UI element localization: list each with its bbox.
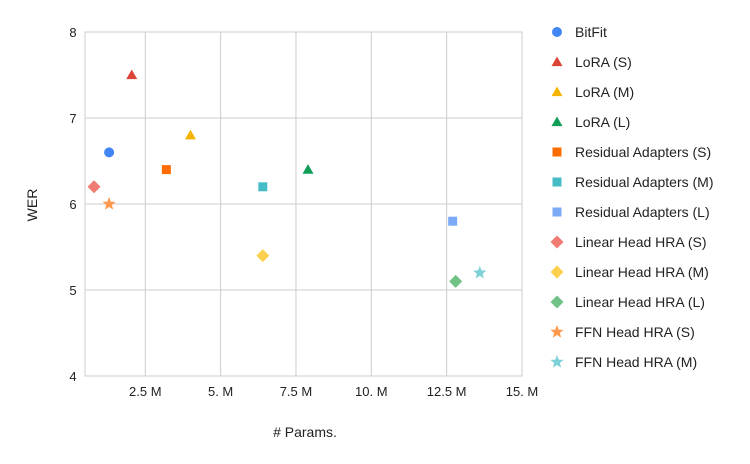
legend-marker-triangle	[551, 116, 563, 127]
legend-label: Linear Head HRA (M)	[575, 264, 709, 280]
legend-label: FFN Head HRA (M)	[575, 354, 697, 370]
legend-marker-square	[552, 147, 562, 157]
x-axis-ticks: 2.5 M 5. M 7.5 M 10. M 12.5 M 15. M	[129, 384, 538, 399]
legend-label: Residual Adapters (L)	[575, 204, 710, 220]
x-tick-label: 2.5 M	[129, 384, 162, 399]
legend-marker-diamond	[550, 265, 564, 279]
legend-marker-square	[552, 207, 562, 217]
data-point-square	[161, 165, 171, 175]
legend-marker-diamond	[550, 235, 564, 249]
data-point-star	[102, 197, 116, 210]
legend-label: LoRA (L)	[575, 114, 630, 130]
legend-label: BitFit	[575, 24, 607, 40]
legend-label: FFN Head HRA (S)	[575, 324, 695, 340]
data-point-triangle	[184, 129, 196, 140]
y-tick-label: 7	[69, 111, 76, 126]
legend-marker-diamond	[550, 295, 564, 309]
data-point-square	[258, 182, 268, 192]
data-point-star	[473, 265, 487, 279]
legend-marker-star	[550, 355, 564, 368]
legend-marker-circle	[552, 27, 562, 37]
legend-label: Linear Head HRA (L)	[575, 294, 705, 310]
legend-marker-star	[550, 325, 564, 338]
x-tick-label: 7.5 M	[280, 384, 313, 399]
legend-label: LoRA (S)	[575, 54, 632, 70]
y-tick-label: 5	[69, 283, 76, 298]
x-tick-label: 15. M	[506, 384, 539, 399]
y-tick-label: 8	[69, 25, 76, 40]
data-point-diamond	[256, 249, 270, 263]
data-point-square	[448, 216, 458, 226]
data-point-triangle	[302, 164, 314, 174]
data-point-diamond	[449, 274, 463, 288]
data-point-diamond	[87, 180, 101, 194]
x-tick-label: 10. M	[355, 384, 388, 399]
legend-marker-triangle	[551, 86, 563, 97]
data-point-triangle	[126, 69, 138, 80]
legend-label: Residual Adapters (S)	[575, 144, 711, 160]
y-axis-title: WER	[24, 189, 40, 222]
legend-label: Linear Head HRA (S)	[575, 234, 707, 250]
y-axis-ticks: 4 5 6 7 8	[69, 25, 76, 384]
y-tick-label: 4	[69, 369, 76, 384]
y-tick-label: 6	[69, 197, 76, 212]
legend-label: LoRA (M)	[575, 84, 634, 100]
x-tick-label: 5. M	[208, 384, 233, 399]
data-point-circle	[104, 147, 115, 158]
legend: BitFit LoRA (S) LoRA (M) LoRA (L) Residual A…	[550, 24, 714, 370]
legend-label: Residual Adapters (M)	[575, 174, 714, 190]
legend-marker-square	[552, 177, 562, 187]
data-points	[87, 69, 487, 288]
x-axis-title: # Params.	[273, 424, 337, 440]
grid	[84, 31, 523, 377]
x-tick-label: 12.5 M	[427, 384, 467, 399]
legend-marker-triangle	[551, 56, 563, 67]
